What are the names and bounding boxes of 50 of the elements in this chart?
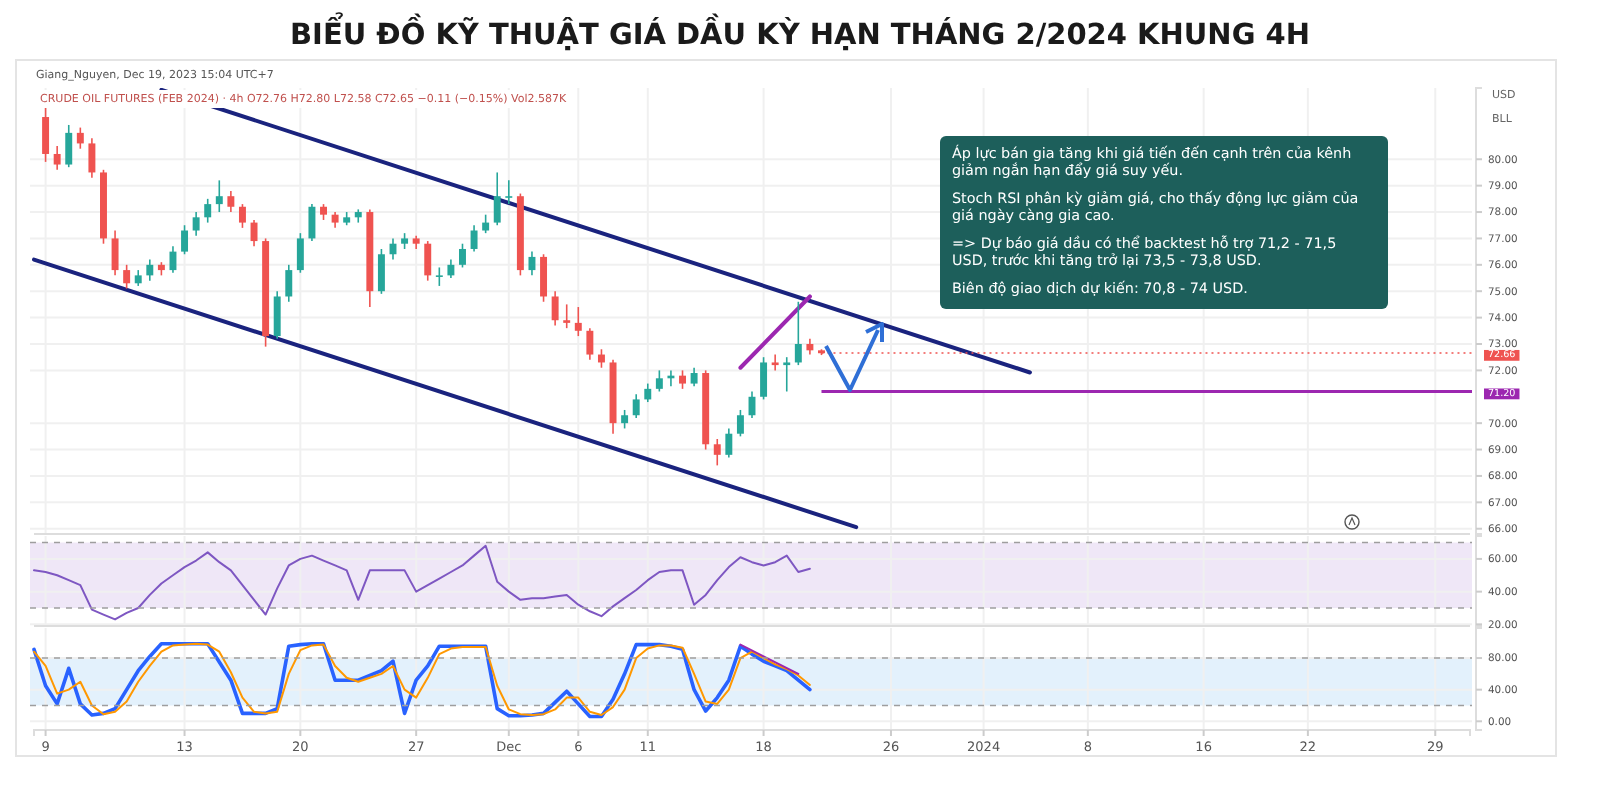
candlestick bbox=[540, 253, 548, 303]
candlestick bbox=[574, 306, 582, 337]
candlestick bbox=[53, 145, 61, 171]
candlestick bbox=[123, 264, 131, 290]
candlestick bbox=[192, 211, 200, 237]
candlestick bbox=[459, 242, 466, 269]
candlestick bbox=[713, 438, 721, 467]
candlestick bbox=[424, 240, 432, 282]
candlestick bbox=[771, 353, 779, 372]
chart-title: BIỂU ĐỒ KỸ THUẬT GIÁ DẦU KỲ HẠN THÁNG 2/2024 KHUNG 4H bbox=[290, 12, 1310, 52]
candlestick bbox=[470, 224, 478, 253]
candlestick bbox=[447, 258, 455, 279]
candlestick bbox=[111, 229, 119, 277]
candlestick bbox=[632, 393, 640, 419]
candlestick bbox=[760, 356, 768, 401]
candlestick bbox=[88, 137, 96, 179]
candlestick bbox=[644, 382, 652, 403]
candlestick bbox=[586, 327, 594, 361]
candlestick bbox=[76, 126, 84, 150]
candlestick bbox=[621, 409, 629, 430]
candlestick bbox=[215, 179, 223, 213]
candlestick bbox=[783, 356, 791, 393]
candlestick bbox=[308, 203, 316, 242]
candlestick bbox=[273, 290, 281, 340]
candlestick bbox=[493, 171, 501, 227]
candlestick bbox=[285, 264, 293, 303]
candlestick bbox=[42, 105, 50, 163]
candlestick bbox=[377, 248, 385, 295]
candlestick bbox=[690, 366, 698, 388]
candlestick bbox=[146, 258, 154, 282]
candlestick bbox=[655, 369, 663, 393]
candlestick bbox=[65, 124, 73, 168]
candlestick bbox=[736, 409, 744, 438]
candlestick bbox=[794, 300, 802, 366]
candlestick bbox=[250, 219, 258, 248]
candlestick bbox=[204, 198, 212, 224]
candlestick bbox=[482, 213, 490, 234]
candlestick bbox=[227, 190, 235, 213]
candlestick bbox=[528, 250, 536, 277]
candlestick bbox=[505, 179, 513, 205]
candlestick bbox=[725, 427, 733, 459]
candlestick bbox=[169, 245, 177, 274]
candlestick bbox=[238, 203, 246, 229]
line-series bbox=[33, 544, 811, 621]
candlestick bbox=[563, 303, 571, 329]
candlestick bbox=[551, 290, 559, 327]
candlestick bbox=[296, 232, 304, 274]
candlestick bbox=[435, 266, 443, 287]
candlestick bbox=[181, 224, 189, 256]
candlestick bbox=[679, 369, 686, 390]
